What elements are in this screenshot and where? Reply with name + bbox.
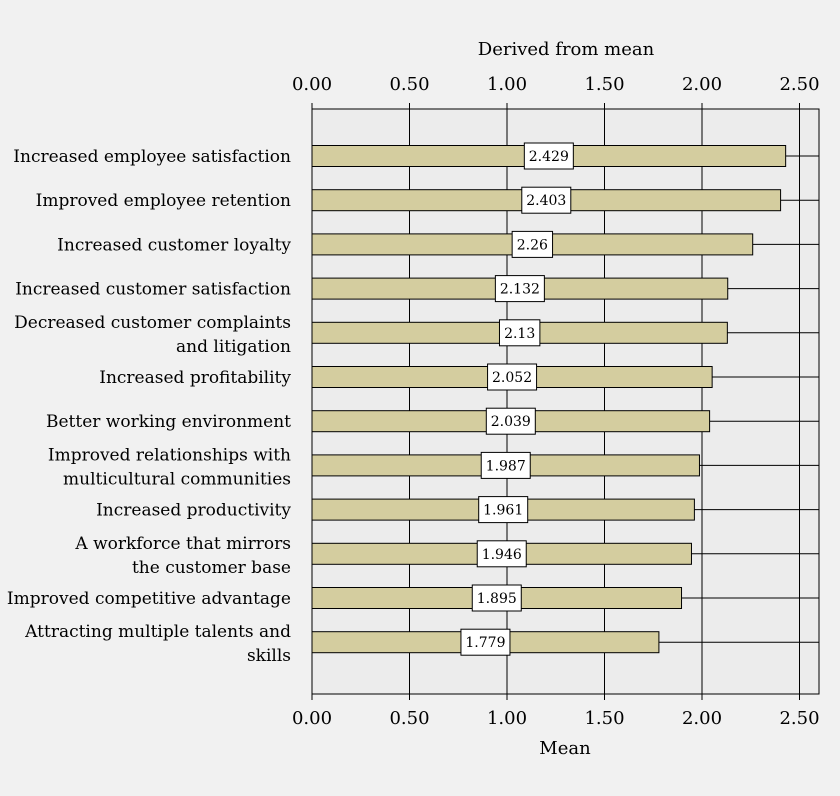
tick-label-top: 1.50 [584, 74, 624, 95]
category-label: multicultural communities [63, 469, 291, 489]
tick-label-top: 0.50 [389, 74, 429, 95]
data-label-box [523, 142, 574, 170]
data-label-box [498, 319, 541, 347]
category-label: Increased profitability [99, 368, 291, 388]
tick-label-bottom: 0.50 [389, 708, 429, 729]
data-label: 2.429 [529, 149, 569, 165]
data-label-box [511, 230, 554, 258]
category-label: Increased productivity [96, 501, 291, 521]
category-label: Increased customer loyalty [57, 235, 291, 255]
category-label: skills [247, 646, 291, 666]
category-label: Improved relationships with [48, 445, 291, 465]
tick-label-bottom: 1.50 [584, 708, 624, 729]
data-label: 2.132 [500, 282, 540, 298]
tick-label-bottom: 2.00 [682, 708, 722, 729]
category-label: Better working environment [46, 412, 291, 432]
data-label: 2.039 [491, 414, 531, 430]
data-label-box [521, 186, 572, 214]
tick-label-top: 2.50 [779, 74, 819, 95]
top-axis-title: Derived from mean [478, 39, 655, 60]
category-label: Improved employee retention [36, 191, 291, 211]
data-label-box [494, 275, 545, 303]
data-label-box [460, 628, 511, 656]
category-label: Increased customer satisfaction [15, 280, 291, 300]
data-label: 1.895 [477, 591, 517, 607]
data-label-box [485, 407, 536, 435]
tick-label-top: 1.00 [487, 74, 527, 95]
data-label: 1.779 [465, 635, 505, 651]
tick-label-bottom: 1.00 [487, 708, 527, 729]
data-label-box [476, 540, 527, 568]
category-label: Attracting multiple talents and [24, 622, 291, 642]
category-label: the customer base [132, 558, 291, 578]
data-label-box [480, 451, 531, 479]
data-label: 1.987 [486, 458, 526, 474]
data-label: 1.946 [482, 547, 522, 563]
category-label: and litigation [176, 337, 291, 357]
tick-label-top: 0.00 [292, 74, 332, 95]
data-label: 2.052 [492, 370, 532, 386]
data-label: 2.13 [504, 326, 535, 342]
category-label: Improved competitive advantage [7, 589, 291, 609]
data-label-box [471, 584, 522, 612]
data-label-box [487, 363, 538, 391]
category-label: A workforce that mirrors [74, 534, 291, 554]
tick-label-bottom: 0.00 [292, 708, 332, 729]
data-label: 1.961 [483, 503, 523, 519]
tick-label-top: 2.00 [682, 74, 722, 95]
category-label: Increased employee satisfaction [13, 147, 291, 167]
x-axis-title: Mean [539, 738, 591, 759]
data-label-box [478, 496, 529, 524]
tick-label-bottom: 2.50 [779, 708, 819, 729]
category-label: Decreased customer complaints [14, 313, 291, 333]
data-label: 2.26 [517, 237, 548, 253]
data-label: 2.403 [526, 193, 566, 209]
